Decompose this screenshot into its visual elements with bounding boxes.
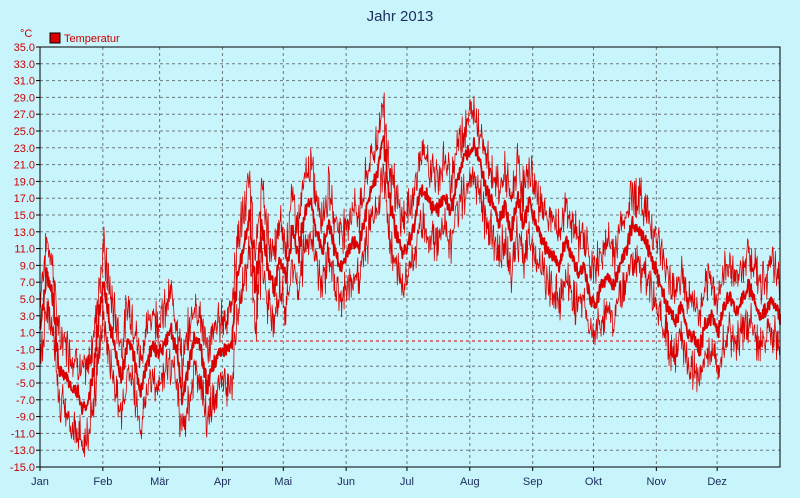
- series-line-temperatur-min: [39, 163, 781, 458]
- y-unit-label: °C: [20, 28, 32, 40]
- legend: Temperatur: [49, 32, 120, 45]
- x-tick-label: Jan: [31, 476, 49, 488]
- plot-frame: [39, 46, 781, 468]
- y-tick-label: 15.0: [14, 210, 35, 222]
- y-tick-label: -5.0: [16, 378, 35, 390]
- y-tick-label: -1.0: [16, 344, 35, 356]
- x-tick-label: Feb: [93, 476, 112, 488]
- y-tick-label: 35.0: [14, 42, 35, 54]
- x-tick-label: Mär: [150, 476, 169, 488]
- y-tick-label: 9.0: [20, 260, 35, 272]
- y-tick-label: 29.0: [14, 92, 35, 104]
- y-tick-label: 25.0: [14, 126, 35, 138]
- y-tick-label: -7.0: [16, 395, 35, 407]
- y-tick-label: 13.0: [14, 227, 35, 239]
- y-tick-label: 21.0: [14, 160, 35, 172]
- x-tick-label: Dez: [707, 476, 727, 488]
- x-tick-label: Nov: [647, 476, 667, 488]
- legend-swatch: [49, 32, 61, 44]
- y-tick-label: -13.0: [10, 445, 35, 457]
- y-tick-label: 5.0: [20, 294, 35, 306]
- series-layer: [39, 92, 781, 458]
- x-tick-label: Aug: [460, 476, 480, 488]
- y-tick-label: 7.0: [20, 277, 35, 289]
- y-tick-label: 23.0: [14, 143, 35, 155]
- series-line-temperatur: [39, 135, 781, 415]
- x-tick-label: Jun: [337, 476, 355, 488]
- y-tick-label: 33.0: [14, 59, 35, 71]
- y-tick-label: 3.0: [20, 311, 35, 323]
- x-tick-label: Jul: [400, 476, 414, 488]
- y-tick-label: 11.0: [14, 244, 35, 256]
- y-tick-label: -3.0: [16, 361, 35, 373]
- gridlines: [40, 47, 780, 467]
- x-tick-label: Sep: [523, 476, 543, 488]
- chart-title: Jahr 2013: [367, 8, 434, 25]
- legend-label: Temperatur: [64, 33, 120, 45]
- y-tick-label: 27.0: [14, 109, 35, 121]
- y-tick-label: -9.0: [16, 412, 35, 424]
- y-tick-label: 31.0: [14, 76, 35, 88]
- y-axis: 35.0 33.0 31.0 29.0 27.0 25.0 23.0 21.0 19.0 17.0…: [10, 42, 40, 474]
- x-axis: Jan Feb Mär Apr Mai Jun Jul Aug Sep Okt Nov Dez: [31, 467, 727, 488]
- y-tick-label: 19.0: [14, 176, 35, 188]
- x-tick-label: Mai: [274, 476, 292, 488]
- y-tick-label: -15.0: [10, 462, 35, 474]
- y-tick-label: 17.0: [14, 193, 35, 205]
- x-tick-label: Okt: [585, 476, 602, 488]
- series-line-temperatur-max: [39, 92, 781, 388]
- y-tick-label: -11.0: [11, 428, 35, 440]
- y-tick-label: 1.0: [20, 328, 35, 340]
- x-tick-label: Apr: [214, 476, 231, 488]
